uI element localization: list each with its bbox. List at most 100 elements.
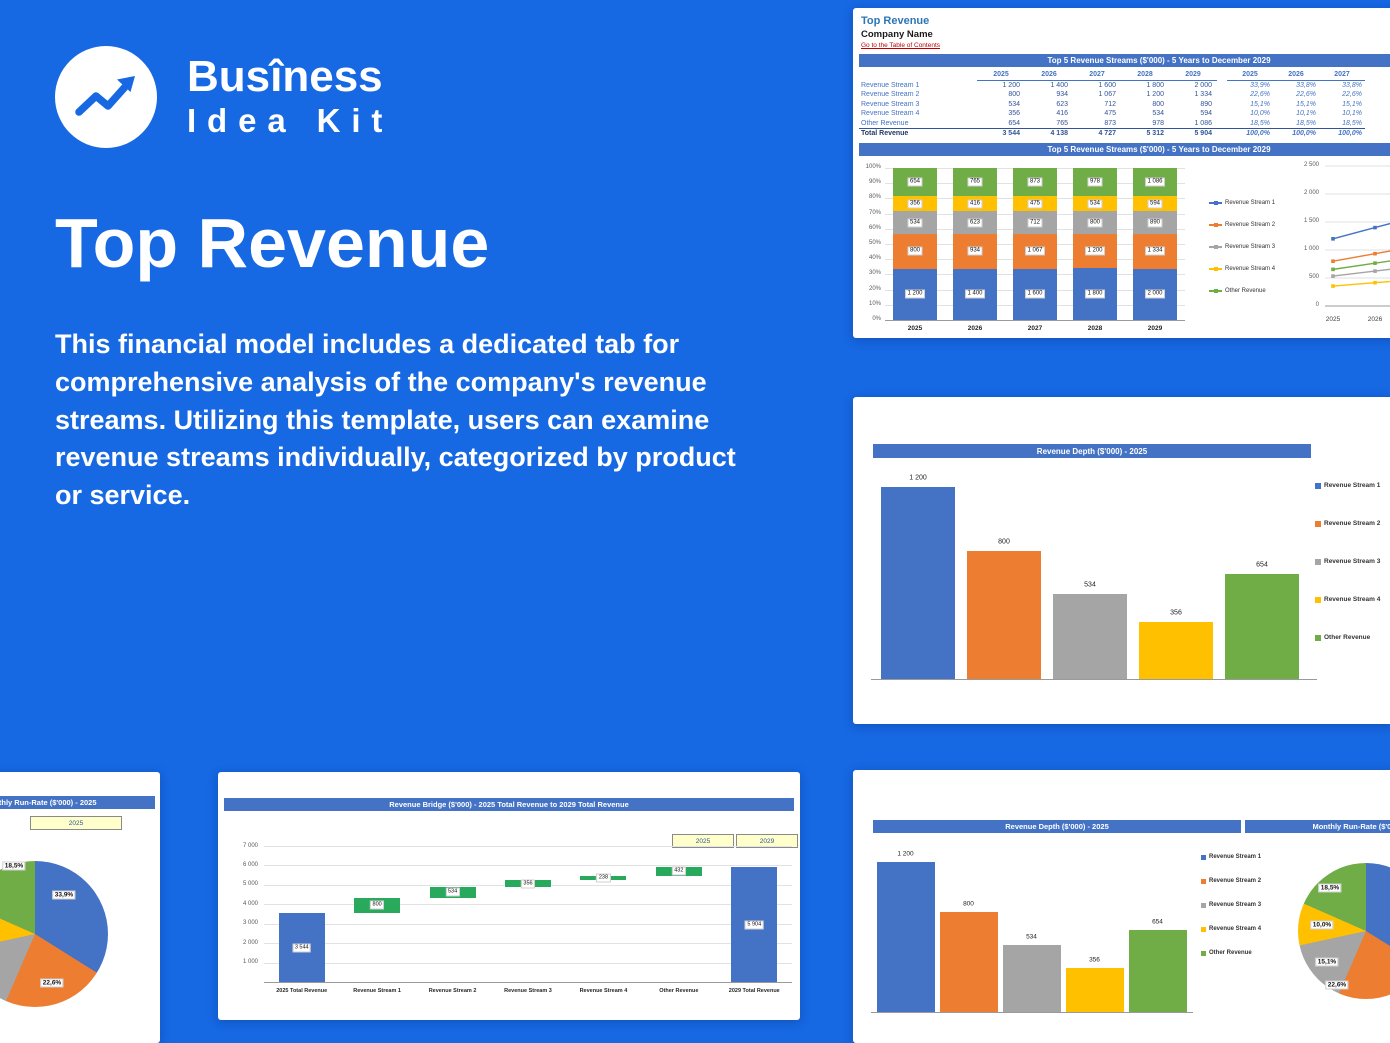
pie-label: 18,5% xyxy=(1318,883,1342,893)
table-cell: 712 xyxy=(1104,100,1116,108)
revenue-table: 2025 2026 2027 2028 2029 2025 2026 2027 Revenue … xyxy=(859,70,1365,139)
table-cell: 800 xyxy=(1152,100,1164,108)
table-cell: 1 334 xyxy=(1194,91,1212,98)
bar xyxy=(881,487,955,679)
table-cell: 4 727 xyxy=(1073,128,1121,139)
legend-label: Revenue Stream 3 xyxy=(1324,558,1381,565)
table-cell: 22,6% xyxy=(1342,91,1362,98)
y-axis-tick: 30% xyxy=(868,270,881,277)
year-selector[interactable]: 2025 xyxy=(30,816,122,830)
brand-logo xyxy=(55,46,157,148)
bar-value-label: 2 000 xyxy=(1144,289,1166,299)
gridline xyxy=(264,904,792,906)
bar-value-label: 978 xyxy=(1087,177,1103,187)
brand-line1: Busîness xyxy=(187,51,383,101)
y-axis-tick: 1 000 xyxy=(1303,246,1319,252)
table-cell: 18,5% xyxy=(1342,119,1362,127)
bar xyxy=(939,912,998,1012)
bar-value-label: 623 xyxy=(967,218,983,228)
gridline xyxy=(264,846,792,847)
bar xyxy=(876,862,935,1012)
table-cell: Revenue Stream 2 xyxy=(861,91,920,98)
x-axis-label: 2028 xyxy=(1087,325,1103,332)
x-axis-line xyxy=(871,679,1317,680)
depth2-legend: Revenue Stream 1 Revenue Stream 2 Revenue … xyxy=(1201,854,1281,994)
bar-value-label: 534 xyxy=(907,218,923,228)
table-cell xyxy=(1217,128,1227,139)
table-cell: 2028 xyxy=(1121,70,1169,81)
legend-label: Revenue Stream 2 xyxy=(1324,520,1381,527)
y-axis-tick: 2 500 xyxy=(1303,162,1319,168)
legend-item: Revenue Stream 3 xyxy=(1201,902,1261,908)
legend-label: Revenue Stream 2 xyxy=(1209,878,1262,884)
bar-value-label: 356 xyxy=(907,199,923,209)
bar-value-label: 534 xyxy=(1087,199,1103,209)
chart-header-bar: Revenue Bridge ($'000) - 2025 Total Reve… xyxy=(224,798,794,811)
table-cell: 800 xyxy=(1008,91,1020,98)
bridge-chart: 7 000 6 000 5 000 4 000 3 000 2 000 1 000 3 544… xyxy=(218,772,800,1020)
y-axis-tick: 0 xyxy=(1315,302,1319,308)
legend-marker xyxy=(1201,878,1206,884)
y-axis-tick: 2 000 xyxy=(242,939,258,946)
bar-value-label: 1 600 xyxy=(1024,289,1046,299)
brand-name: Busîness Idea Kit xyxy=(187,51,393,140)
y-axis-tick: 5 000 xyxy=(242,881,258,888)
legend-item: Other Revenue xyxy=(1209,288,1266,294)
y-axis-tick: 100% xyxy=(865,164,881,170)
to-year-selector[interactable]: 2029 xyxy=(736,834,798,848)
table-cell: 416 xyxy=(1056,110,1068,117)
bar-value-label: 475 xyxy=(1027,199,1043,209)
table-cell: 33,8% xyxy=(1342,81,1362,89)
legend-marker xyxy=(1201,950,1206,956)
from-year-selector[interactable]: 2025 xyxy=(672,834,734,848)
table-cell: 33,8% xyxy=(1296,81,1316,89)
x-axis-label: Revenue Stream 1 xyxy=(353,988,401,994)
legend-marker xyxy=(1201,854,1206,860)
legend-item: Revenue Stream 3 xyxy=(1209,244,1275,250)
table-cell: 534 xyxy=(1152,110,1164,117)
bar-value-label: 238 xyxy=(596,873,611,883)
y-axis-tick: 60% xyxy=(868,224,881,231)
page-description: This financial model includes a dedicate… xyxy=(55,329,736,511)
table-cell: Revenue Stream 1 xyxy=(861,81,920,89)
table-cell: 890 xyxy=(1200,100,1212,108)
bar-value-label: 534 xyxy=(445,887,460,897)
y-axis-tick: 50% xyxy=(868,240,881,246)
y-axis-tick: 6 000 xyxy=(242,861,258,868)
trend-line xyxy=(1332,260,1390,271)
bar-value-label: 1 334 xyxy=(1144,246,1166,256)
legend-marker xyxy=(1201,902,1206,908)
bar-value-label: 1 200 xyxy=(1084,246,1106,256)
bar-value-label: 1 067 xyxy=(1024,246,1046,256)
legend-label: Revenue Stream 3 xyxy=(1209,902,1262,908)
table-cell: 22,6% xyxy=(1296,91,1316,98)
x-axis-line xyxy=(871,1012,1193,1013)
table-cell: 4 138 xyxy=(1025,128,1073,139)
company-name: Company Name xyxy=(861,29,933,40)
y-axis-tick: 80% xyxy=(868,194,881,201)
legend-label: Revenue Stream 3 xyxy=(1225,244,1276,250)
table-cell: 475 xyxy=(1104,110,1116,117)
table-cell: 2025 xyxy=(977,70,1025,81)
table-cell: 623 xyxy=(1056,100,1068,108)
table-cell: Revenue Stream 4 xyxy=(861,110,920,117)
pie-label: 22,6% xyxy=(1325,980,1349,990)
y-axis-tick: 7 000 xyxy=(242,842,258,849)
gridline xyxy=(264,865,792,867)
legend-item: Revenue Stream 1 xyxy=(1315,482,1380,489)
chart-header-bar: Revenue Depth ($'000) - 2025 xyxy=(873,820,1241,833)
svg-text:2026: 2026 xyxy=(1368,316,1383,323)
table-cell: 18,5% xyxy=(1250,119,1270,127)
bar-value-label: 356 xyxy=(1089,956,1100,963)
legend-item: Other Revenue xyxy=(1201,950,1252,956)
toc-link[interactable]: Go to the Table of Contents xyxy=(861,42,941,49)
legend-label: Revenue Stream 4 xyxy=(1225,266,1276,272)
bar-value-label: 800 xyxy=(998,538,1010,546)
table-cell: 10,0% xyxy=(1250,110,1270,117)
bar-value-label: 356 xyxy=(520,879,536,889)
table-cell: 22,6% xyxy=(1250,91,1270,98)
bar-value-label: 432 xyxy=(671,866,686,876)
gridline xyxy=(264,943,792,945)
